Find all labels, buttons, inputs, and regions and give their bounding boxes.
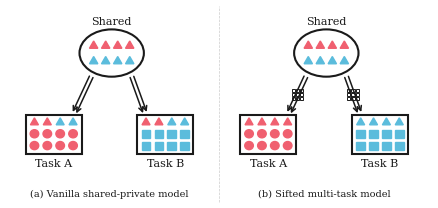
Polygon shape: [258, 118, 266, 125]
Text: Task B: Task B: [147, 159, 184, 169]
Bar: [356, 89, 359, 92]
Polygon shape: [113, 57, 122, 64]
Bar: [382, 130, 391, 138]
Polygon shape: [89, 41, 98, 48]
Circle shape: [245, 130, 253, 138]
Circle shape: [56, 141, 64, 150]
Circle shape: [69, 130, 78, 138]
Polygon shape: [340, 57, 349, 64]
Polygon shape: [56, 118, 64, 125]
Bar: [167, 130, 176, 138]
Polygon shape: [168, 118, 176, 125]
Polygon shape: [126, 41, 134, 48]
Polygon shape: [89, 57, 98, 64]
Polygon shape: [43, 118, 51, 125]
Circle shape: [271, 130, 279, 138]
Circle shape: [69, 141, 78, 150]
Text: Task A: Task A: [35, 159, 72, 169]
Bar: [155, 130, 163, 138]
Polygon shape: [357, 118, 365, 125]
Bar: [351, 89, 355, 92]
Bar: [296, 93, 299, 96]
Bar: [347, 97, 350, 100]
Bar: [357, 141, 365, 150]
Text: Task A: Task A: [250, 159, 287, 169]
Bar: [300, 97, 304, 100]
Bar: [292, 93, 295, 96]
Bar: [300, 93, 304, 96]
Text: Shared: Shared: [306, 17, 346, 27]
Bar: [292, 89, 295, 92]
Polygon shape: [30, 118, 39, 125]
Polygon shape: [155, 118, 163, 125]
Circle shape: [43, 130, 52, 138]
Polygon shape: [113, 41, 122, 48]
Bar: [395, 141, 403, 150]
Bar: [347, 93, 350, 96]
Text: (b) Sifted multi-task model: (b) Sifted multi-task model: [258, 189, 390, 199]
Polygon shape: [304, 57, 312, 64]
Text: (a) Vanilla shared-private model: (a) Vanilla shared-private model: [30, 189, 189, 199]
Bar: [142, 141, 150, 150]
Polygon shape: [69, 118, 77, 125]
Polygon shape: [284, 118, 292, 125]
Bar: [395, 130, 403, 138]
Bar: [142, 130, 150, 138]
Polygon shape: [328, 57, 336, 64]
Polygon shape: [395, 118, 403, 125]
Text: Shared: Shared: [92, 17, 132, 27]
Bar: [300, 89, 304, 92]
Bar: [382, 141, 391, 150]
Circle shape: [258, 141, 266, 150]
Bar: [347, 89, 350, 92]
Bar: [167, 141, 176, 150]
Circle shape: [245, 141, 253, 150]
Bar: [351, 93, 355, 96]
Polygon shape: [180, 118, 189, 125]
Polygon shape: [245, 118, 253, 125]
Polygon shape: [328, 41, 336, 48]
Bar: [180, 141, 189, 150]
Circle shape: [258, 130, 266, 138]
Polygon shape: [102, 57, 110, 64]
Bar: [292, 97, 295, 100]
Polygon shape: [271, 118, 279, 125]
Circle shape: [43, 141, 52, 150]
Polygon shape: [316, 57, 325, 64]
Circle shape: [30, 130, 39, 138]
Bar: [296, 97, 299, 100]
Polygon shape: [102, 41, 110, 48]
Polygon shape: [382, 118, 390, 125]
Circle shape: [30, 141, 39, 150]
Bar: [180, 130, 189, 138]
Text: Task B: Task B: [361, 159, 399, 169]
Bar: [369, 130, 378, 138]
Polygon shape: [126, 57, 134, 64]
Polygon shape: [304, 41, 312, 48]
Bar: [356, 93, 359, 96]
Polygon shape: [142, 118, 150, 125]
Bar: [369, 141, 378, 150]
Polygon shape: [316, 41, 325, 48]
Bar: [357, 130, 365, 138]
Circle shape: [271, 141, 279, 150]
Bar: [296, 89, 299, 92]
Circle shape: [283, 130, 292, 138]
Bar: [155, 141, 163, 150]
Polygon shape: [340, 41, 349, 48]
Circle shape: [283, 141, 292, 150]
Bar: [356, 97, 359, 100]
Bar: [351, 97, 355, 100]
Circle shape: [56, 130, 64, 138]
Polygon shape: [370, 118, 378, 125]
